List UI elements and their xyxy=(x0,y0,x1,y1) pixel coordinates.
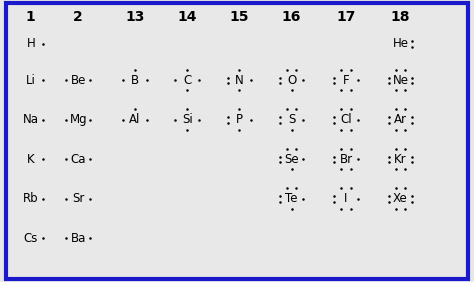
Text: C: C xyxy=(183,74,191,87)
Text: Be: Be xyxy=(71,74,86,87)
Text: Te: Te xyxy=(285,192,298,205)
Text: 13: 13 xyxy=(126,10,145,24)
Text: 1: 1 xyxy=(26,10,36,24)
Text: Si: Si xyxy=(182,113,192,126)
Text: 17: 17 xyxy=(337,10,356,24)
Text: Se: Se xyxy=(284,153,299,166)
Text: F: F xyxy=(343,74,349,87)
Text: Ba: Ba xyxy=(71,232,86,245)
Text: Br: Br xyxy=(339,153,353,166)
Text: Rb: Rb xyxy=(23,192,38,205)
Text: B: B xyxy=(131,74,139,87)
Text: 15: 15 xyxy=(229,10,249,24)
Text: Al: Al xyxy=(129,113,141,126)
Text: Ne: Ne xyxy=(392,74,409,87)
Text: Sr: Sr xyxy=(72,192,84,205)
Text: 18: 18 xyxy=(391,10,410,24)
Text: Cs: Cs xyxy=(24,232,38,245)
Text: Xe: Xe xyxy=(393,192,408,205)
Text: Ca: Ca xyxy=(71,153,86,166)
Text: P: P xyxy=(236,113,243,126)
Text: Na: Na xyxy=(23,113,39,126)
Text: He: He xyxy=(392,37,409,50)
Text: 2: 2 xyxy=(73,10,83,24)
Text: H: H xyxy=(27,37,35,50)
Text: Kr: Kr xyxy=(394,153,407,166)
Text: 14: 14 xyxy=(177,10,197,24)
Text: K: K xyxy=(27,153,35,166)
Text: S: S xyxy=(288,113,295,126)
Text: O: O xyxy=(287,74,296,87)
Text: I: I xyxy=(344,192,348,205)
Text: 16: 16 xyxy=(282,10,301,24)
Text: Ar: Ar xyxy=(394,113,407,126)
Text: Mg: Mg xyxy=(69,113,87,126)
Text: N: N xyxy=(235,74,244,87)
Text: Li: Li xyxy=(26,74,36,87)
Text: Cl: Cl xyxy=(340,113,352,126)
